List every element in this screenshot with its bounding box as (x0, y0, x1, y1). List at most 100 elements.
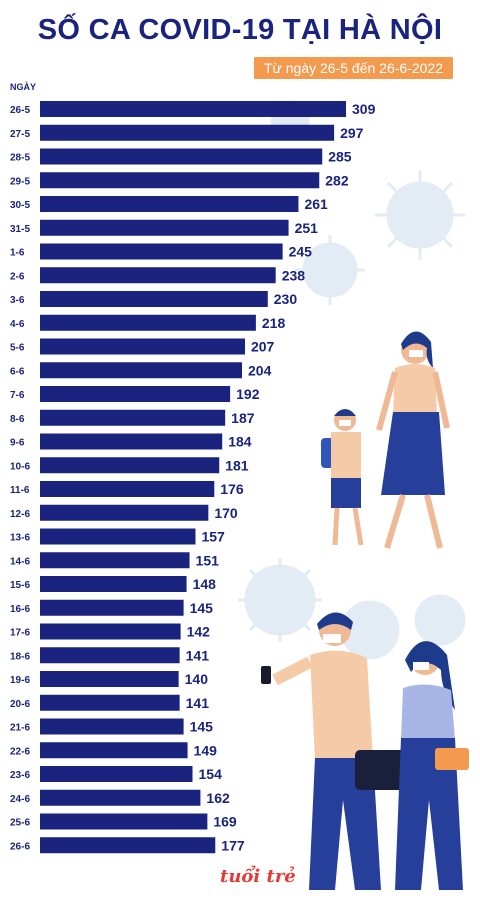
category-label: 30-5 (10, 200, 30, 211)
bar (40, 766, 193, 782)
value-label: 261 (304, 196, 328, 212)
category-label: 12-6 (10, 509, 30, 520)
bar (40, 101, 346, 117)
value-label: 145 (190, 600, 214, 616)
bar (40, 623, 181, 640)
category-label: 3-6 (10, 295, 25, 306)
bar (40, 314, 256, 331)
category-label: 26-6 (10, 841, 30, 852)
category-label: 8-6 (10, 414, 25, 425)
value-label: 140 (185, 671, 209, 687)
value-label: 297 (340, 125, 364, 141)
category-label: 21-6 (10, 723, 30, 734)
page-title: SỐ CA COVID-19 TẠI HÀ NỘI (37, 14, 443, 46)
mother-child-illustration (321, 331, 450, 549)
category-label: 6-6 (10, 366, 25, 377)
value-label: 157 (201, 529, 225, 545)
axis-label: NGÀY (10, 82, 36, 92)
value-label: 181 (225, 457, 249, 473)
value-label: 148 (193, 576, 217, 592)
value-label: 141 (186, 695, 210, 711)
value-label: 169 (213, 814, 237, 830)
category-label: 2-6 (10, 271, 25, 282)
value-label: 251 (295, 220, 319, 236)
bar (40, 837, 216, 854)
value-label: 162 (206, 790, 230, 806)
bar (40, 433, 223, 450)
bar (40, 291, 268, 307)
value-label: 192 (236, 386, 260, 402)
bar (40, 386, 231, 402)
category-label: 13-6 (10, 533, 30, 544)
date-range-badge: Từ ngày 26-5 đến 26-6-2022 (253, 57, 453, 79)
category-label: 25-6 (10, 818, 30, 829)
couple-illustration (261, 612, 469, 890)
value-label: 204 (248, 362, 272, 378)
category-label: 29-5 (10, 176, 30, 187)
bar (40, 789, 201, 806)
category-label: 15-6 (10, 580, 30, 591)
bar (40, 694, 180, 711)
bar (40, 148, 323, 165)
bar (40, 647, 180, 664)
bar (40, 599, 184, 616)
category-label: 1-6 (10, 248, 25, 259)
value-label: 176 (220, 481, 244, 497)
value-label: 230 (274, 291, 298, 307)
bar (40, 813, 208, 830)
bar (40, 409, 226, 426)
value-label: 238 (282, 267, 306, 283)
bar (40, 481, 215, 497)
category-label: 27-5 (10, 129, 30, 140)
value-label: 177 (221, 837, 245, 853)
bar (40, 267, 276, 284)
value-label: 282 (325, 172, 349, 188)
category-label: 7-6 (10, 390, 25, 401)
value-label: 170 (214, 505, 238, 521)
value-label: 149 (194, 742, 218, 758)
value-label: 245 (289, 244, 313, 260)
bar (40, 196, 299, 212)
value-label: 141 (186, 647, 210, 663)
category-label: 24-6 (10, 794, 30, 805)
value-label: 154 (199, 766, 223, 782)
bar (40, 504, 209, 521)
bar (40, 124, 335, 141)
bar (40, 457, 220, 474)
category-label: 4-6 (10, 319, 25, 330)
bar (40, 172, 320, 189)
category-label: 14-6 (10, 556, 30, 567)
category-label: 18-6 (10, 651, 30, 662)
value-label: 142 (187, 624, 211, 640)
value-label: 207 (251, 339, 275, 355)
category-label: 9-6 (10, 438, 25, 449)
value-label: 184 (228, 434, 252, 450)
bar (40, 718, 184, 735)
bar (40, 671, 179, 687)
bar (40, 528, 196, 545)
value-label: 145 (190, 719, 214, 735)
bar (40, 362, 243, 379)
category-label: 16-6 (10, 604, 30, 615)
category-label: 22-6 (10, 746, 30, 757)
category-label: 23-6 (10, 770, 30, 781)
value-label: 151 (196, 552, 220, 568)
value-label: 285 (328, 149, 352, 165)
category-label: 28-5 (10, 153, 30, 164)
value-label: 218 (262, 315, 286, 331)
bar (40, 552, 190, 569)
category-label: 19-6 (10, 675, 30, 686)
category-label: 26-5 (10, 105, 30, 116)
category-label: 5-6 (10, 343, 25, 354)
category-label: 10-6 (10, 461, 30, 472)
category-label: 11-6 (10, 485, 30, 496)
bar (40, 243, 283, 260)
tuoi-tre-logo: tuổi trẻ (220, 866, 296, 887)
category-label: 31-5 (10, 224, 30, 235)
category-label: 20-6 (10, 699, 30, 710)
bar (40, 338, 245, 355)
value-label: 187 (231, 410, 255, 426)
value-label: 309 (352, 101, 376, 117)
category-label: 17-6 (10, 628, 30, 639)
